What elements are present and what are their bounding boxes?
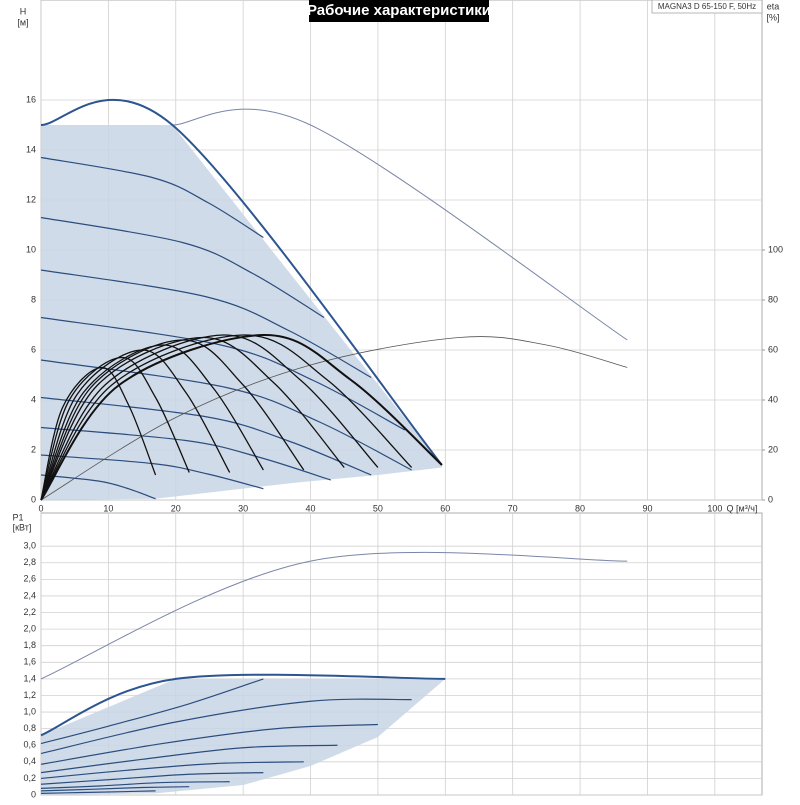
y-tick-label: 16	[26, 94, 36, 104]
y2-tick-label: 0	[768, 494, 773, 504]
y-tick-label: 4	[31, 394, 36, 404]
y2-tick-label: 80	[768, 294, 778, 304]
y2-tick-label: 100	[768, 244, 783, 254]
curve	[40, 673, 446, 737]
curve	[40, 772, 264, 785]
subtitle-box	[651, 0, 763, 14]
y-tick-label: 0,2	[23, 773, 36, 783]
curve	[40, 723, 378, 765]
x-tick-label: 20	[171, 503, 181, 513]
x-tick-label: 90	[642, 503, 652, 513]
y-axis-label: H	[20, 6, 27, 16]
curve	[40, 761, 304, 780]
y2-axis-label: eta	[767, 1, 780, 11]
curve	[40, 334, 379, 501]
x-tick-label: 10	[103, 503, 113, 513]
y-axis-unit: [м]	[17, 17, 28, 27]
curve	[40, 426, 331, 481]
y-tick-label: 2,4	[23, 590, 36, 600]
y2-tick-label: 20	[768, 444, 778, 454]
y2-tick-label: 60	[768, 344, 778, 354]
curve	[40, 156, 264, 239]
curve	[40, 474, 156, 500]
y-tick-label: 1,8	[23, 640, 36, 650]
x-tick-label: 50	[373, 503, 383, 513]
x-tick-label: 100	[707, 503, 722, 513]
curve	[40, 366, 157, 501]
y-tick-label: 0,8	[23, 723, 36, 733]
y-tick-label: 2,0	[23, 623, 36, 633]
title-box	[309, 0, 489, 22]
curve	[40, 744, 338, 774]
y-tick-label: 2,6	[23, 574, 36, 584]
y-tick-label: 3,0	[23, 541, 36, 551]
y-tick-label: 0	[31, 494, 36, 504]
area	[41, 678, 446, 795]
curve	[40, 359, 412, 471]
x-tick-label: 80	[575, 503, 585, 513]
y-tick-label: 1,2	[23, 690, 36, 700]
y-tick-label: 6	[31, 344, 36, 354]
y-tick-label: 14	[26, 144, 36, 154]
curve	[40, 316, 406, 431]
y-tick-label: 8	[31, 294, 36, 304]
y-tick-label: 1,4	[23, 673, 36, 683]
y-tick-label: 0,4	[23, 756, 36, 766]
y-tick-label: 0	[31, 789, 36, 799]
curve	[40, 551, 628, 680]
subtitle: MAGNA3 D 65-150 F, 50Hz	[658, 2, 756, 11]
y-tick-label: 2,2	[23, 607, 36, 617]
y-axis-unit: [кВт]	[13, 522, 32, 532]
x-tick-label: 40	[306, 503, 316, 513]
curve	[40, 269, 372, 379]
curve	[172, 108, 628, 341]
y2-tick-label: 40	[768, 394, 778, 404]
curve	[40, 333, 443, 501]
y-tick-label: 1,6	[23, 657, 36, 667]
curve	[40, 781, 230, 789]
curve	[40, 356, 190, 501]
y-tick-label: 10	[26, 244, 36, 254]
x-tick-label: 0	[38, 503, 43, 513]
curve	[40, 678, 264, 745]
y2-axis-unit: [%]	[766, 12, 779, 22]
x-tick-label: 70	[508, 503, 518, 513]
y-tick-label: 2	[31, 444, 36, 454]
x-tick-label: 60	[440, 503, 450, 513]
curve	[40, 98, 443, 466]
chart-title: Рабочие характеристики	[307, 2, 491, 19]
y-tick-label: 1,0	[23, 706, 36, 716]
curve	[40, 790, 156, 794]
y-axis-label: P1	[12, 512, 23, 522]
x-axis-label: Q [м³/ч]	[727, 503, 758, 513]
y-tick-label: 0,6	[23, 740, 36, 750]
y-tick-label: 2,8	[23, 557, 36, 567]
curve	[40, 216, 325, 319]
curve	[40, 698, 412, 755]
curve	[40, 396, 372, 476]
plot-layer: 0 10 20 30 40 50 60 70 80 90 100 0 2 4 6 8 10 12 14 16 0 20 40…	[23, 0, 783, 799]
y-tick-label: 12	[26, 194, 36, 204]
x-tick-label: 30	[238, 503, 248, 513]
curve	[40, 334, 413, 501]
curve	[40, 336, 628, 501]
curve	[40, 454, 264, 490]
curve	[40, 344, 264, 501]
curve	[40, 786, 190, 792]
area	[41, 125, 442, 500]
